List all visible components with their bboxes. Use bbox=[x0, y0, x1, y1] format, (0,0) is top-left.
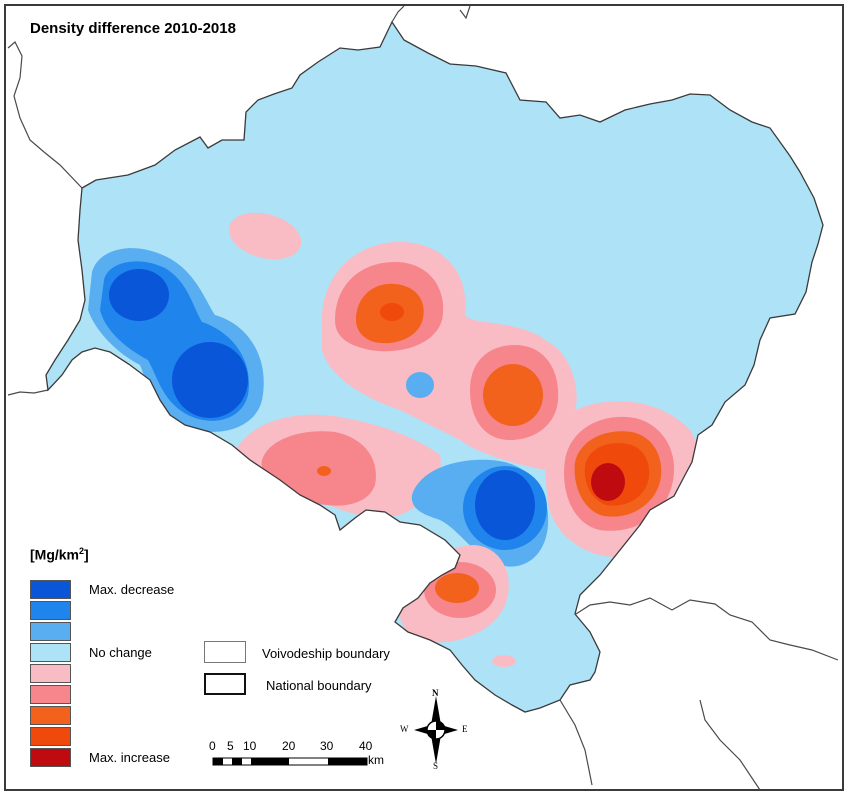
scale-tick-10: 10 bbox=[243, 739, 257, 753]
voivodeship-boundary-label: Voivodeship boundary bbox=[262, 646, 390, 661]
scale-tick-20: 20 bbox=[282, 739, 296, 753]
compass-south-label: S bbox=[433, 761, 439, 771]
increase-peak-north bbox=[380, 303, 404, 321]
scale-tick-30: 30 bbox=[320, 739, 334, 753]
scale-unit: km bbox=[368, 753, 384, 767]
scale-bar bbox=[212, 757, 368, 766]
legend-swatch-2 bbox=[30, 601, 71, 620]
scale-tick-5: 5 bbox=[227, 739, 234, 753]
scale-bar-seg-3 bbox=[251, 758, 289, 765]
legend-swatch-5 bbox=[30, 664, 71, 683]
scale-bar-seg-2 bbox=[232, 758, 242, 765]
legend-swatch-8 bbox=[30, 727, 71, 746]
legend-swatch-7 bbox=[30, 706, 71, 725]
increase-core-south bbox=[435, 573, 479, 603]
legend-title-text: [Mg/km bbox=[30, 546, 79, 563]
increase-spot-north bbox=[228, 212, 302, 260]
decrease-core-west-1 bbox=[109, 269, 169, 321]
scale-tick-0: 0 bbox=[209, 739, 216, 753]
decrease-spot-centre bbox=[406, 372, 434, 398]
compass-north-label: N bbox=[432, 688, 439, 698]
scale-bar-seg-4 bbox=[328, 758, 367, 765]
increase-peak-east bbox=[591, 463, 625, 501]
scale-bar-seg-1 bbox=[213, 758, 223, 765]
compass-quadrant-ne bbox=[436, 721, 445, 730]
voivodeship-boundary-swatch bbox=[204, 641, 246, 663]
compass-west-label: W bbox=[400, 724, 409, 734]
legend-swatch-9 bbox=[30, 748, 71, 767]
increase-spot-southwest bbox=[317, 466, 331, 476]
scale-tick-40: 40 bbox=[359, 739, 373, 753]
national-boundary-label: National boundary bbox=[266, 678, 372, 693]
national-boundary-line bbox=[45, 20, 824, 713]
decrease-core-west-2 bbox=[172, 342, 248, 418]
legend-title-end: ] bbox=[84, 546, 89, 563]
legend-title-superscript: 2 bbox=[79, 546, 85, 556]
national-boundary-swatch bbox=[204, 673, 246, 695]
increase-core-centre bbox=[483, 364, 543, 426]
legend-swatch-4 bbox=[30, 643, 71, 662]
compass-quadrant-sw bbox=[427, 730, 436, 739]
compass-rose bbox=[414, 696, 458, 764]
legend-label-4: No change bbox=[89, 645, 152, 660]
neighbour-country-lines bbox=[7, 5, 839, 791]
decrease-core-south bbox=[475, 470, 535, 540]
legend-label-9: Max. increase bbox=[89, 750, 170, 765]
map-title: Density difference 2010-2018 bbox=[30, 20, 236, 37]
increase-spot-south bbox=[492, 655, 516, 667]
legend-label-1: Max. decrease bbox=[89, 582, 175, 597]
compass-east-label: E bbox=[462, 724, 468, 734]
legend-title: [Mg/km2] bbox=[30, 546, 89, 563]
legend-swatch-3 bbox=[30, 622, 71, 641]
legend-swatch-1 bbox=[30, 580, 71, 599]
legend-swatch-6 bbox=[30, 685, 71, 704]
